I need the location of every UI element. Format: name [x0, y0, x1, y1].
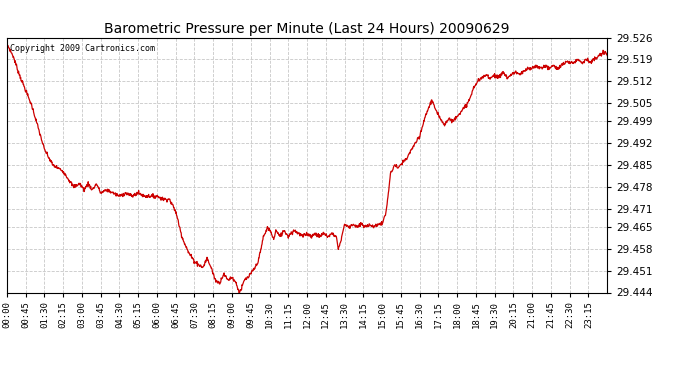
- Text: Copyright 2009 Cartronics.com: Copyright 2009 Cartronics.com: [10, 44, 155, 53]
- Title: Barometric Pressure per Minute (Last 24 Hours) 20090629: Barometric Pressure per Minute (Last 24 …: [104, 22, 510, 36]
